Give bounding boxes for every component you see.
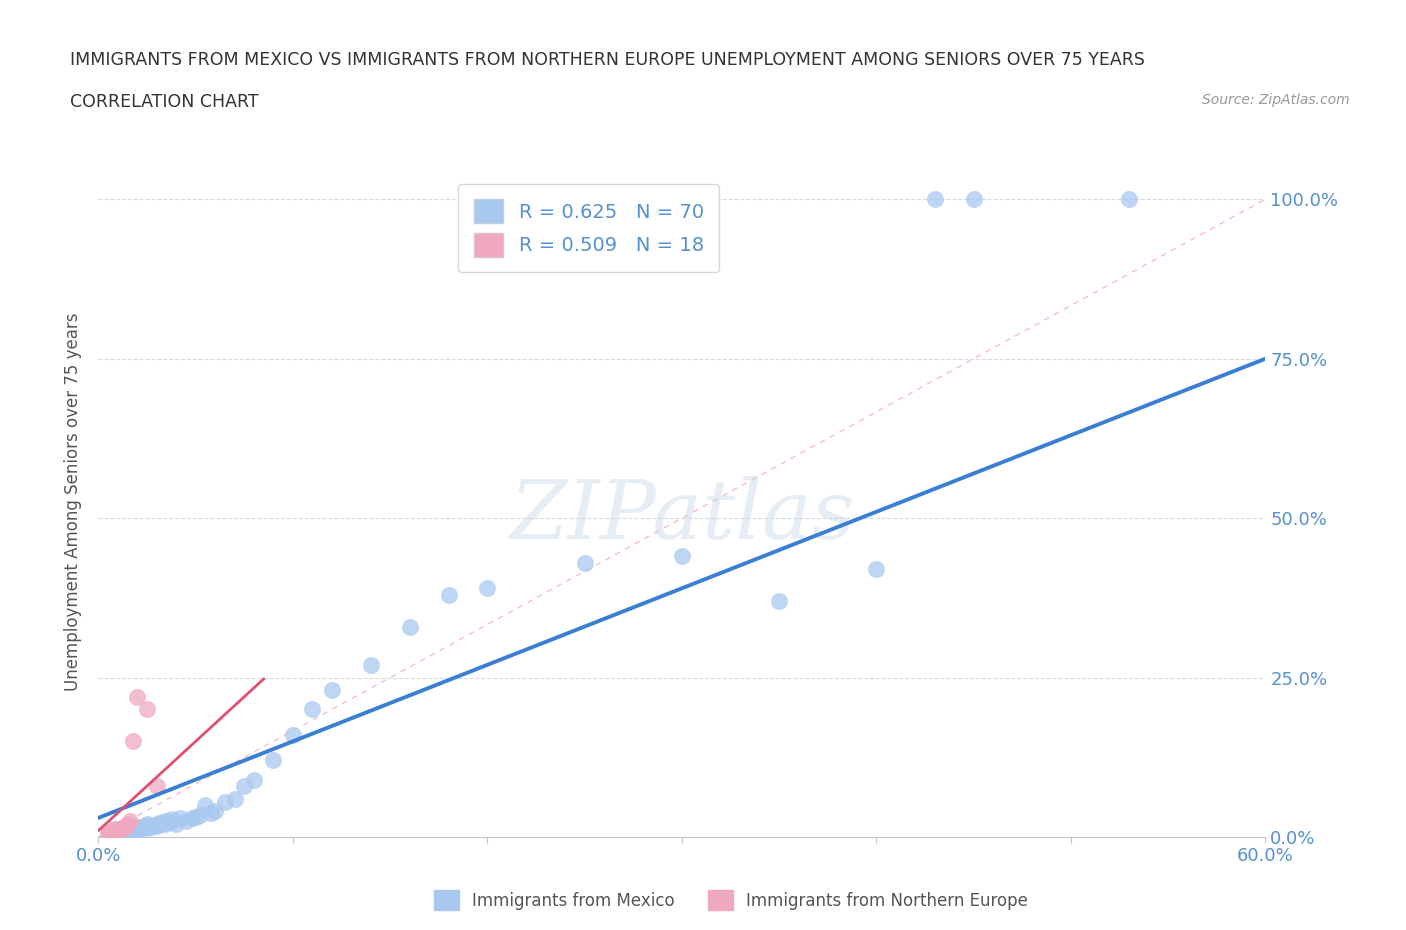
Legend: Immigrants from Mexico, Immigrants from Northern Europe: Immigrants from Mexico, Immigrants from … [427, 884, 1035, 917]
Point [132, 820, 155, 835]
Point [153, 817, 176, 831]
Point [138, 818, 160, 833]
Point [165, 817, 187, 831]
Point [174, 814, 197, 829]
Point [149, 817, 172, 831]
Point [671, 549, 693, 564]
Point [117, 817, 139, 831]
Point [768, 593, 790, 608]
Point [962, 192, 984, 206]
Point [139, 819, 162, 834]
Y-axis label: Unemployment Among Seniors over 75 years: Unemployment Among Seniors over 75 years [65, 313, 83, 691]
Point [122, 734, 145, 749]
Point [360, 658, 382, 672]
Point [136, 817, 159, 831]
Point [118, 821, 141, 836]
Point [136, 820, 159, 835]
Point [321, 683, 343, 698]
Point [437, 587, 460, 602]
Point [124, 822, 146, 837]
Point [152, 815, 174, 830]
Point [204, 804, 226, 819]
Point [97, 827, 120, 842]
Point [224, 791, 246, 806]
Point [104, 826, 127, 841]
Point [262, 753, 284, 768]
Point [127, 820, 149, 835]
Point [128, 821, 150, 836]
Point [111, 823, 134, 838]
Point [194, 798, 217, 813]
Point [103, 822, 125, 837]
Point [101, 825, 124, 840]
Text: Source: ZipAtlas.com: Source: ZipAtlas.com [1202, 93, 1350, 107]
Text: ZIPatlas: ZIPatlas [509, 475, 855, 555]
Point [200, 805, 222, 820]
Point [101, 823, 124, 838]
Text: IMMIGRANTS FROM MEXICO VS IMMIGRANTS FROM NORTHERN EUROPE UNEMPLOYMENT AMONG SEN: IMMIGRANTS FROM MEXICO VS IMMIGRANTS FRO… [70, 51, 1144, 69]
Point [118, 814, 141, 829]
Point [159, 815, 181, 830]
Point [112, 824, 135, 839]
Point [146, 778, 169, 793]
Point [281, 727, 304, 742]
Point [107, 823, 129, 838]
Point [107, 825, 129, 840]
Point [103, 823, 125, 838]
Point [148, 816, 170, 830]
Point [112, 819, 135, 834]
Point [122, 819, 145, 834]
Point [111, 820, 134, 835]
Point [114, 818, 136, 833]
Point [122, 823, 145, 838]
Point [118, 824, 141, 839]
Point [574, 555, 596, 570]
Point [108, 825, 131, 840]
Point [214, 794, 236, 809]
Point [129, 819, 152, 834]
Legend: R = 0.625   N = 70, R = 0.509   N = 18: R = 0.625 N = 70, R = 0.509 N = 18 [458, 184, 720, 272]
Point [108, 822, 131, 837]
Point [243, 772, 266, 787]
Point [111, 825, 134, 840]
Point [104, 823, 127, 838]
Point [101, 826, 124, 841]
Text: CORRELATION CHART: CORRELATION CHART [70, 93, 259, 111]
Point [107, 822, 129, 837]
Point [398, 619, 420, 634]
Point [233, 778, 256, 793]
Point [142, 817, 165, 832]
Point [117, 820, 139, 835]
Point [108, 822, 131, 837]
Point [1118, 192, 1140, 206]
Point [155, 814, 177, 829]
Point [169, 810, 191, 825]
Point [180, 810, 202, 825]
Point [127, 689, 149, 704]
Point [97, 827, 120, 842]
Point [865, 562, 887, 577]
Point [114, 825, 136, 840]
Point [301, 702, 323, 717]
Point [121, 820, 143, 835]
Point [98, 825, 121, 840]
Point [127, 823, 149, 838]
Point [134, 818, 156, 833]
Point [112, 821, 135, 836]
Point [477, 581, 499, 596]
Point [121, 822, 143, 837]
Point [184, 809, 207, 824]
Point [162, 812, 184, 827]
Point [136, 702, 159, 717]
Point [117, 823, 139, 838]
Point [924, 192, 946, 206]
Point [107, 824, 129, 839]
Point [103, 825, 125, 840]
Point [146, 818, 169, 833]
Point [188, 807, 211, 822]
